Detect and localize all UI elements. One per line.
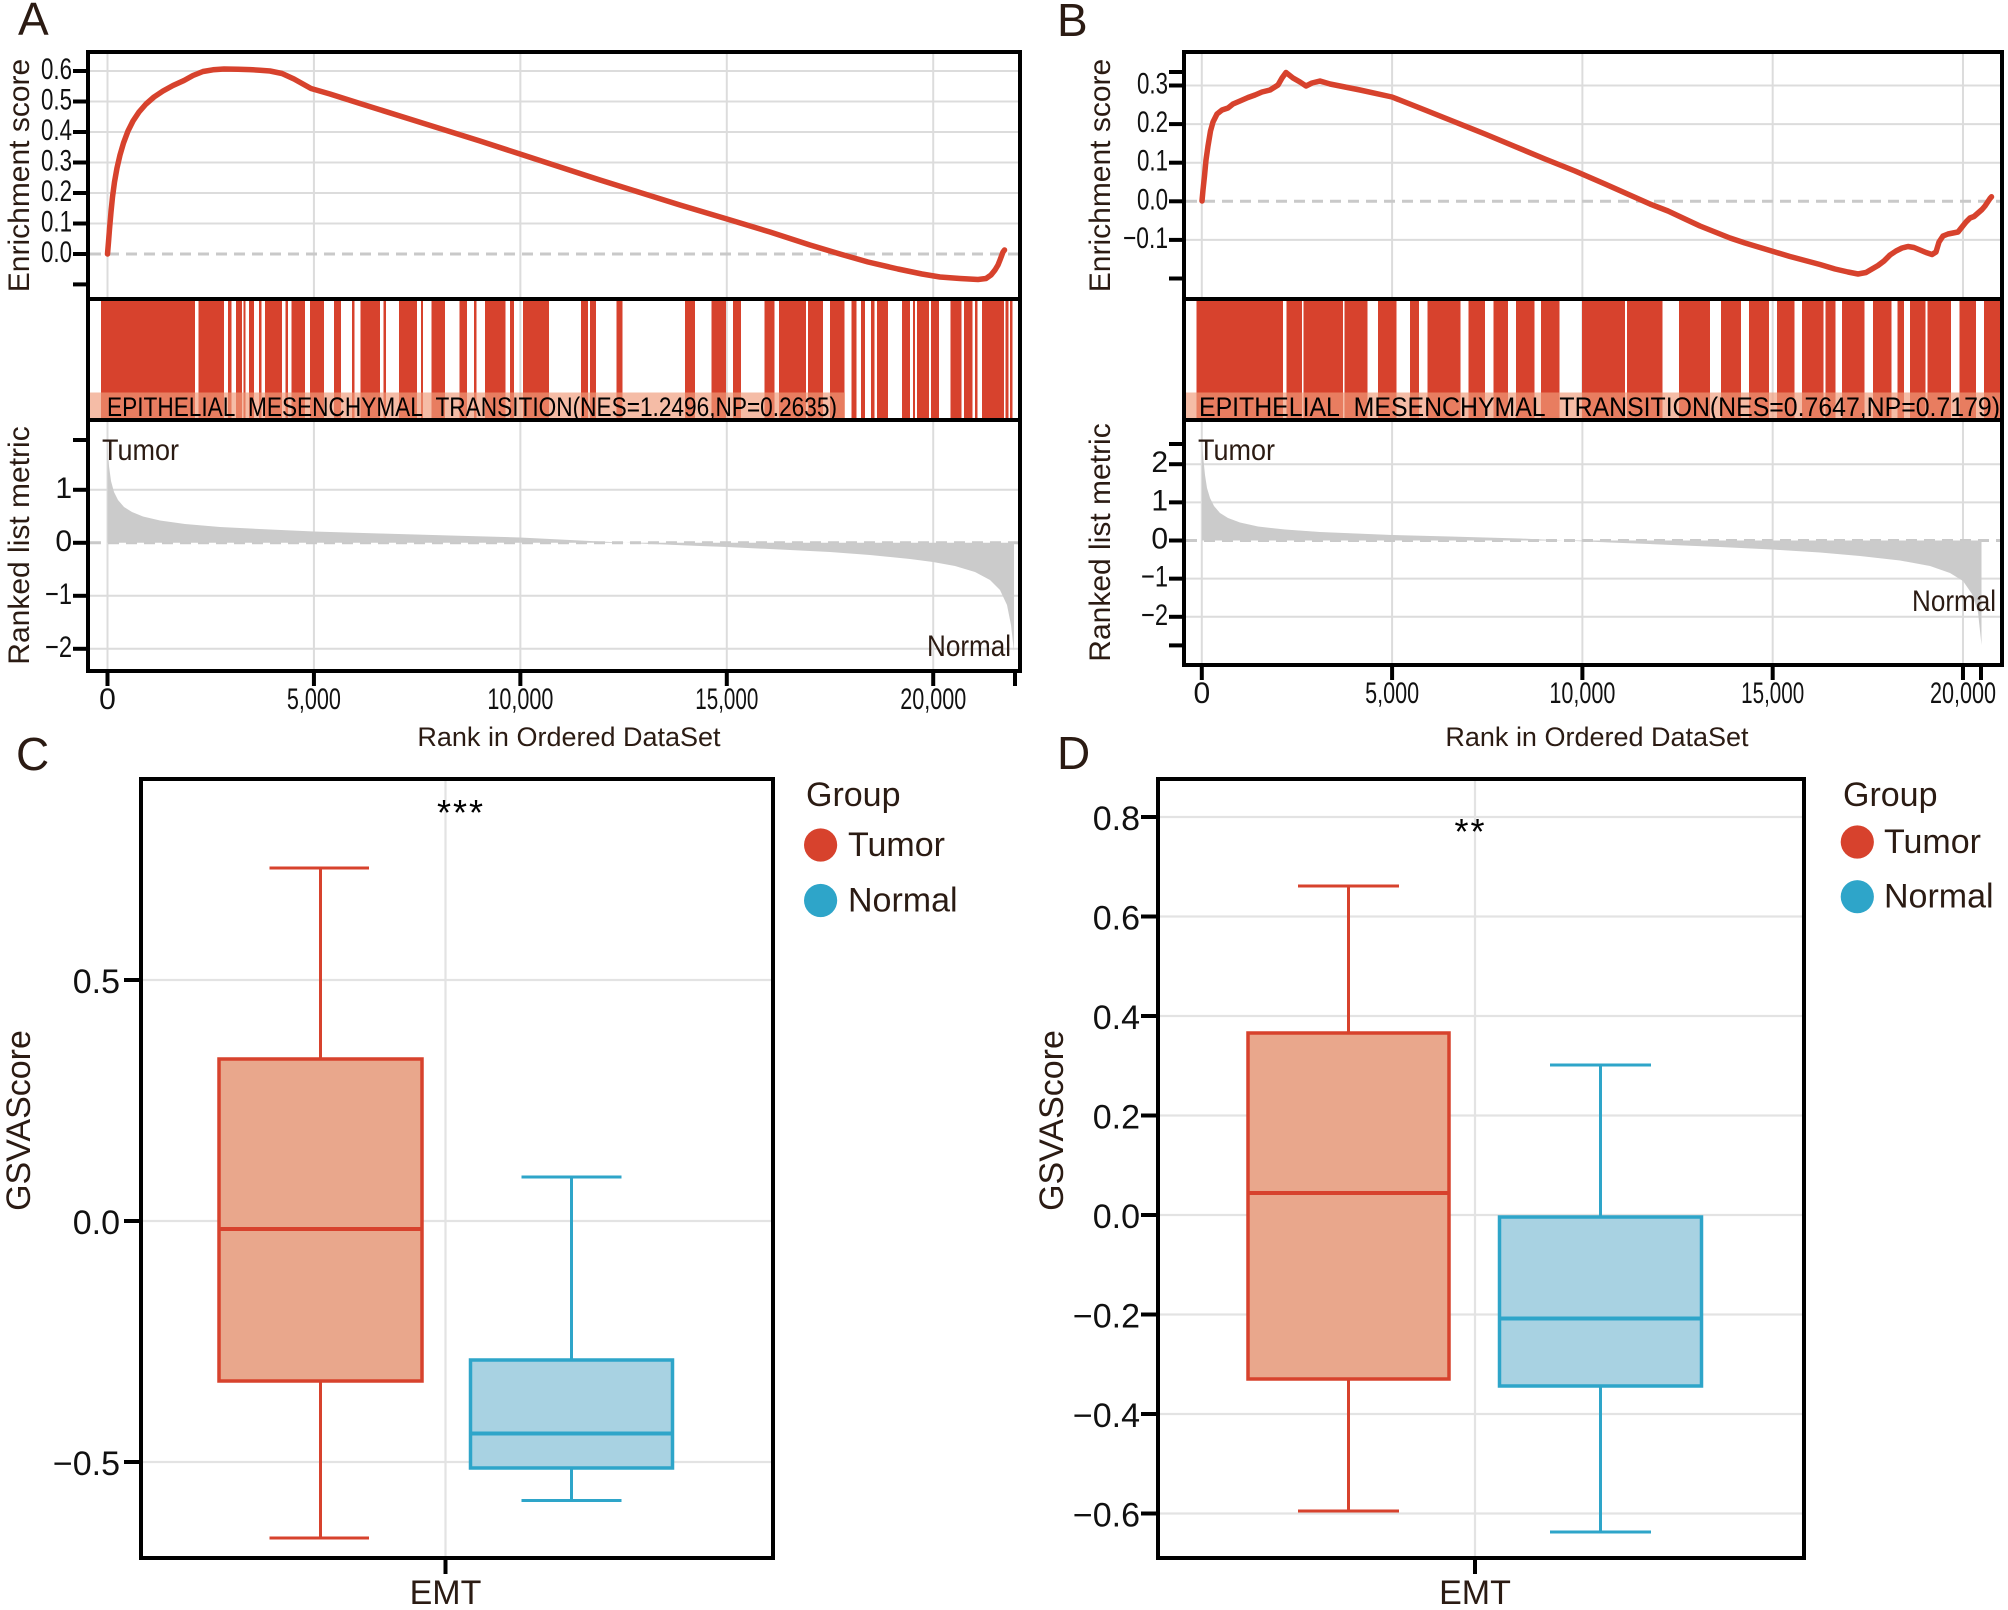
svg-text:0.1: 0.1 (1137, 145, 1168, 178)
svg-text:15,000: 15,000 (1741, 677, 1804, 710)
svg-text:Enrichment score: Enrichment score (3, 59, 36, 292)
svg-text:−0.5: −0.5 (53, 1445, 120, 1483)
svg-text:0.0: 0.0 (1093, 1198, 1140, 1236)
svg-text:2: 2 (1151, 446, 1168, 479)
svg-text:Rank in Ordered DataSet: Rank in Ordered DataSet (1445, 722, 1749, 752)
svg-text:Normal: Normal (1884, 878, 1994, 916)
svg-text:0.6: 0.6 (1093, 900, 1140, 938)
svg-text:0.2: 0.2 (1093, 1099, 1140, 1137)
svg-text:0: 0 (55, 525, 72, 558)
svg-text:A: A (18, 0, 49, 45)
svg-text:0.5: 0.5 (73, 963, 120, 1001)
svg-text:20,000: 20,000 (1930, 677, 1996, 710)
svg-text:EMT: EMT (1439, 1574, 1511, 1610)
svg-text:0.0: 0.0 (1137, 183, 1168, 216)
svg-text:5,000: 5,000 (1365, 677, 1419, 710)
svg-text:−1: −1 (1141, 561, 1168, 594)
svg-text:10,000: 10,000 (1549, 677, 1615, 710)
svg-text:0.4: 0.4 (41, 114, 72, 147)
svg-text:Ranked list metric: Ranked list metric (1084, 423, 1117, 661)
svg-text:Ranked list metric: Ranked list metric (3, 426, 36, 664)
svg-text:0: 0 (1151, 523, 1168, 556)
svg-text:Normal: Normal (1912, 585, 1996, 618)
svg-text:−2: −2 (1141, 599, 1168, 632)
svg-text:0.5: 0.5 (41, 84, 72, 117)
svg-text:Rank in Ordered DataSet: Rank in Ordered DataSet (417, 722, 721, 752)
svg-text:−0.1: −0.1 (1123, 222, 1168, 255)
svg-text:EMT: EMT (410, 1574, 482, 1610)
svg-text:−2: −2 (45, 631, 72, 664)
svg-text:GSVAScore: GSVAScore (1033, 1030, 1071, 1211)
svg-text:10,000: 10,000 (487, 683, 553, 716)
svg-text:0.6: 0.6 (41, 53, 72, 86)
svg-text:Tumor: Tumor (1884, 823, 1981, 861)
svg-text:−0.2: −0.2 (1073, 1298, 1140, 1336)
svg-text:Tumor: Tumor (102, 434, 179, 467)
svg-text:−0.4: −0.4 (1073, 1397, 1140, 1435)
svg-text:0.3: 0.3 (41, 145, 72, 178)
svg-text:20,000: 20,000 (900, 683, 966, 716)
svg-text:0: 0 (99, 683, 116, 716)
svg-text:0.1: 0.1 (41, 206, 72, 239)
svg-text:Normal: Normal (848, 882, 958, 920)
svg-text:−1: −1 (45, 578, 72, 611)
svg-text:0.4: 0.4 (1093, 999, 1140, 1037)
svg-text:EPITHELIAL_MESENCHYMAL_TRANSIT: EPITHELIAL_MESENCHYMAL_TRANSITION(NES=1.… (107, 392, 837, 422)
svg-text:0.2: 0.2 (41, 175, 72, 208)
svg-text:Tumor: Tumor (1198, 434, 1275, 467)
svg-text:**: ** (1454, 811, 1486, 852)
svg-text:0.0: 0.0 (73, 1204, 120, 1242)
svg-text:B: B (1057, 0, 1088, 46)
svg-text:0.2: 0.2 (1137, 106, 1168, 139)
svg-text:0.3: 0.3 (1137, 68, 1168, 101)
svg-text:Group: Group (806, 776, 901, 814)
svg-text:Normal: Normal (927, 630, 1011, 663)
svg-text:0.8: 0.8 (1093, 800, 1140, 838)
svg-text:0.0: 0.0 (41, 236, 72, 269)
svg-text:Group: Group (1843, 776, 1938, 814)
svg-text:1: 1 (55, 472, 72, 505)
svg-text:EPITHELIAL_MESENCHYMAL_TRANSIT: EPITHELIAL_MESENCHYMAL_TRANSITION(NES=0.… (1199, 392, 2000, 422)
svg-text:D: D (1057, 727, 1090, 779)
svg-text:−0.6: −0.6 (1073, 1497, 1140, 1535)
svg-text:0: 0 (1193, 677, 1210, 710)
svg-text:15,000: 15,000 (695, 683, 758, 716)
svg-text:GSVAScore: GSVAScore (0, 1030, 38, 1211)
svg-text:Enrichment score: Enrichment score (1084, 59, 1117, 292)
svg-text:***: *** (437, 792, 485, 833)
svg-text:5,000: 5,000 (287, 683, 341, 716)
svg-text:C: C (16, 728, 49, 780)
svg-text:Tumor: Tumor (848, 826, 945, 864)
svg-text:1: 1 (1151, 484, 1168, 517)
